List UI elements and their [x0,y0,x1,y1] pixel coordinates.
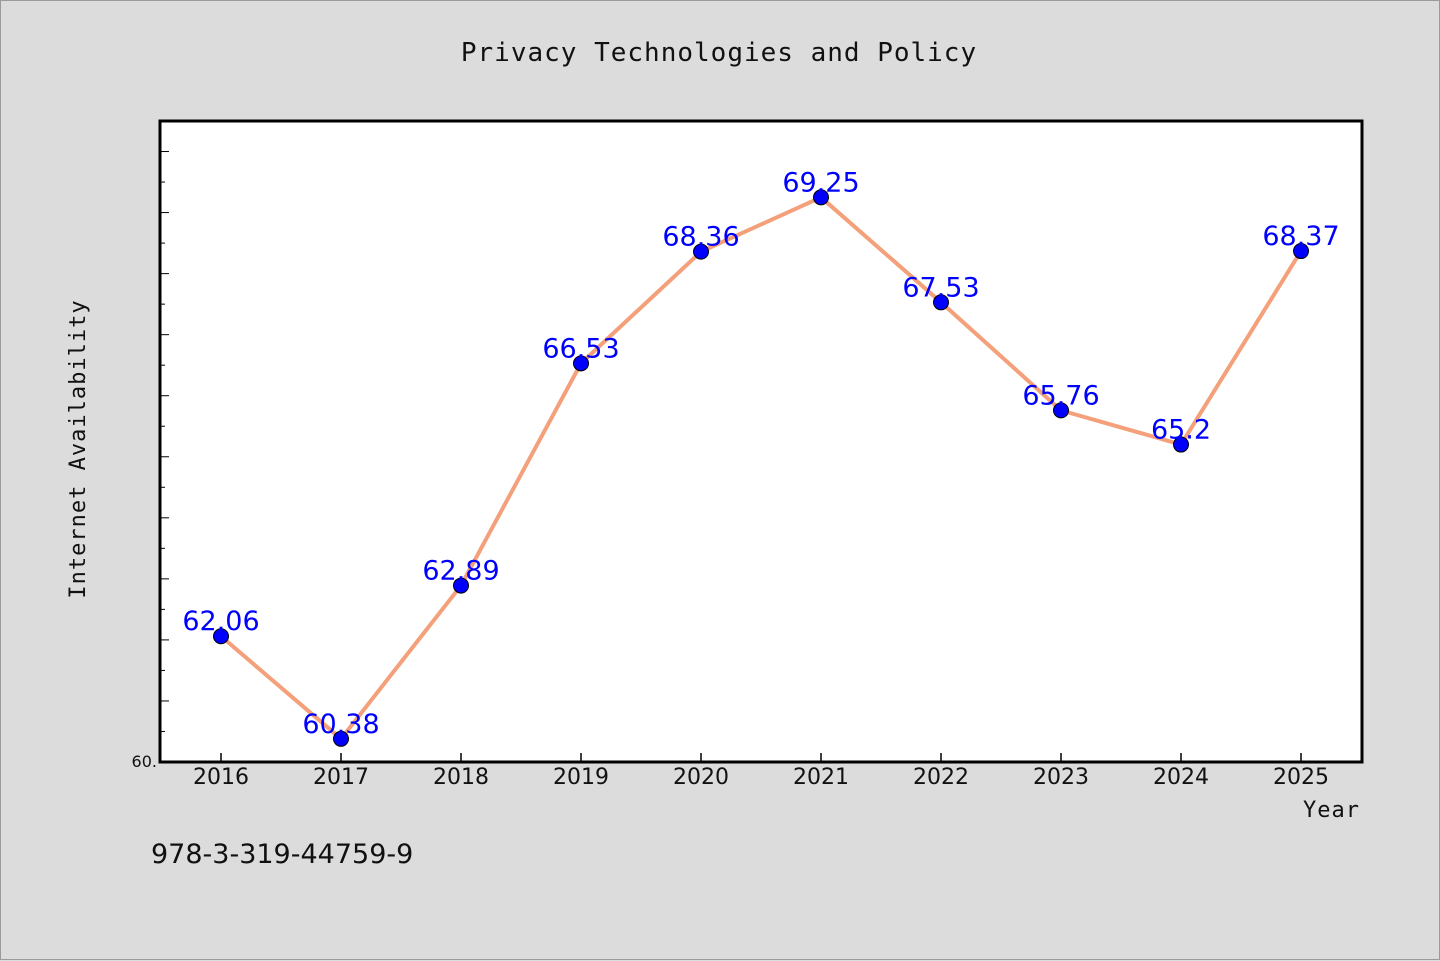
x-tick-label: 2016 [193,765,249,790]
x-tick-label: 2024 [1153,765,1209,790]
chart-title: Privacy Technologies and Policy [461,38,977,68]
data-label: 67.53 [902,272,979,303]
data-point [693,243,709,260]
series-line-group [213,189,1309,747]
data-label: 69.25 [782,167,859,198]
plot-area [158,119,1364,764]
footer-isbn: 978-3-319-44759-9 [151,839,413,870]
data-label: 60.38 [302,709,379,740]
x-axis-label: Year [1303,798,1360,823]
data-label-group: 62.06 60.38 62.89 66.53 68.36 69.25 67.53 65.76… [182,167,1339,739]
x-tick-label: 2017 [313,765,369,790]
data-label: 66.53 [542,333,619,364]
x-tick-label: 2022 [913,765,969,790]
data-label: 68.36 [662,222,739,253]
data-label: 65.76 [1022,380,1099,411]
data-point [813,189,829,206]
y-axis-min-label: 60. [132,752,157,771]
data-point [573,355,589,372]
data-point [1053,402,1069,419]
y-axis-ticks [160,151,169,763]
data-label: 62.89 [422,556,499,587]
data-label: 62.06 [182,606,259,637]
x-axis-ticks: 2016 2017 2018 2019 2020 2021 2022 2023 2024 2025 [193,753,1329,790]
x-tick-label: 2023 [1033,765,1089,790]
x-tick-label: 2019 [553,765,609,790]
x-tick-label: 2018 [433,765,489,790]
x-tick-label: 2021 [793,765,849,790]
x-tick-label: 2025 [1273,765,1329,790]
x-tick-label: 2020 [673,765,729,790]
series-line [219,195,1303,741]
data-label: 68.37 [1262,221,1339,252]
data-point [1173,436,1189,453]
data-point [453,577,469,594]
data-label: 65.2 [1151,415,1211,446]
y-axis-label: Internet Availability [66,299,91,598]
data-point [213,628,229,645]
data-point [1293,243,1309,260]
data-point [333,730,349,747]
data-point [933,294,949,311]
